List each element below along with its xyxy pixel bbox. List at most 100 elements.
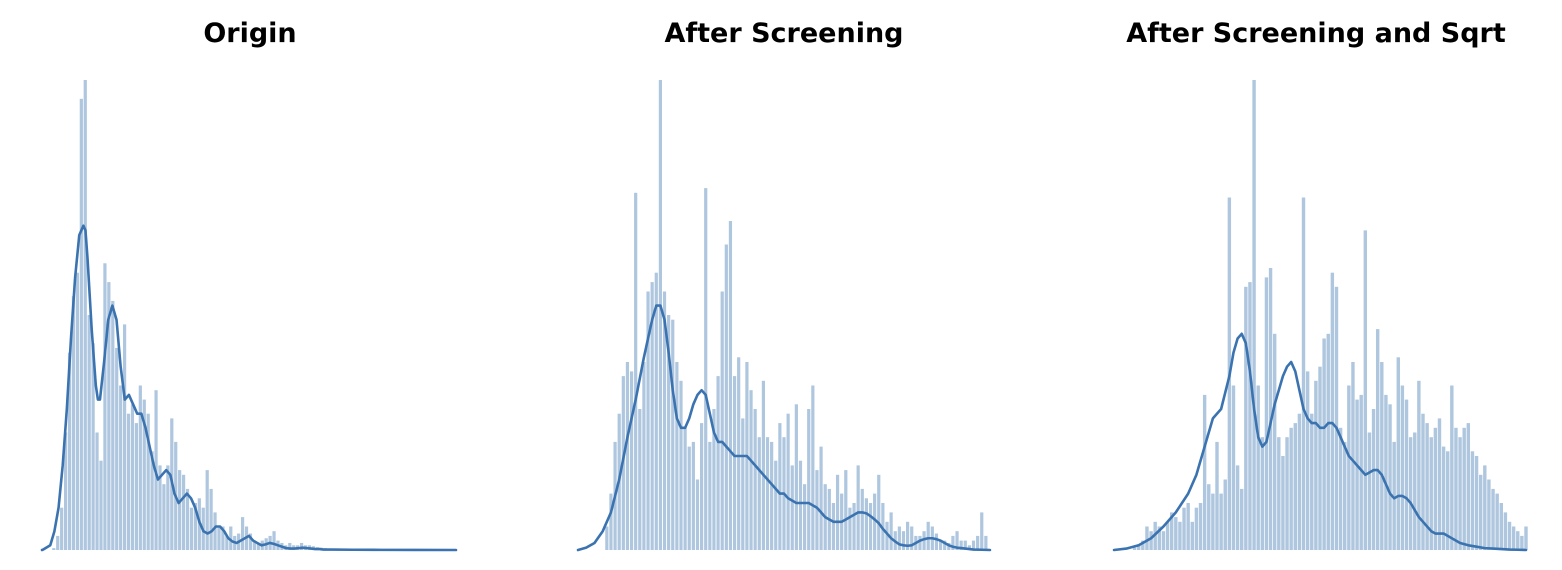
histogram-bar [712, 409, 716, 550]
histogram-bar [1264, 277, 1269, 550]
histogram-bar [272, 531, 276, 550]
histogram-bar [959, 540, 963, 550]
histogram-bar [1248, 282, 1252, 550]
histogram-bar [638, 409, 642, 550]
histogram-bar [819, 446, 823, 550]
histogram-bar [205, 470, 209, 550]
chart-title: After Screening [664, 18, 904, 49]
histogram-bar [803, 484, 807, 550]
histogram-bar [708, 441, 712, 550]
histogram-bar [158, 465, 162, 550]
histogram-bars [52, 80, 374, 551]
histogram-bar [229, 526, 233, 550]
histogram-bar [1355, 399, 1359, 550]
histogram-bar [1396, 357, 1400, 550]
histogram-bar [848, 507, 852, 550]
histogram-bar [1174, 517, 1178, 550]
histogram-bar [1338, 427, 1343, 550]
histogram-bar [1359, 394, 1363, 550]
histogram-bar [753, 409, 757, 550]
histogram-bar [650, 282, 654, 550]
histogram-bar [885, 521, 889, 550]
histogram-bar [1520, 535, 1524, 550]
histogram-bar [1470, 451, 1475, 550]
histogram-bar [679, 380, 683, 550]
histogram-plot [40, 80, 458, 552]
histogram-bar [852, 503, 856, 550]
histogram-bar [1437, 418, 1442, 550]
histogram-bar [757, 437, 761, 550]
histogram-bar [256, 542, 260, 550]
histogram-bar [138, 385, 142, 550]
histogram-bar [189, 507, 194, 550]
kde-line [1112, 332, 1528, 552]
histogram-bar [1524, 526, 1528, 550]
histogram-bar [938, 540, 943, 550]
histogram-bars [1132, 80, 1528, 550]
histogram-bar [1495, 493, 1499, 550]
histogram-bar [786, 413, 790, 550]
histogram-bar [1334, 286, 1339, 550]
histogram-bar [807, 409, 811, 550]
histogram-bar [1441, 446, 1446, 550]
histogram-bar [1511, 526, 1516, 550]
histogram-bar [1314, 380, 1318, 550]
histogram-bar [1244, 286, 1248, 550]
histogram-bar [1190, 521, 1194, 550]
histogram-bar [126, 413, 131, 550]
histogram-bar [1215, 441, 1219, 550]
histogram-bar [1186, 503, 1190, 550]
histogram-bar [943, 540, 947, 550]
histogram-bar [1211, 493, 1215, 550]
chart-panel-after-screening: After Screening [534, 0, 1034, 570]
histogram-bar [951, 535, 955, 550]
histogram-bar [99, 460, 103, 550]
histogram-bar [732, 376, 737, 550]
histogram-bar [1231, 385, 1236, 550]
histogram-bar [922, 531, 926, 550]
histogram-bar [860, 488, 864, 550]
histogram-bar [1491, 488, 1495, 550]
histogram-bar [209, 488, 213, 550]
histogram-bar [1198, 503, 1203, 550]
histogram-bar [749, 390, 753, 550]
histogram-bar [1182, 507, 1186, 550]
histogram-bar [770, 441, 774, 550]
histogram-bar [716, 376, 720, 550]
histogram-bar [811, 385, 815, 550]
histogram-bar [856, 465, 860, 550]
histogram-bar [1235, 465, 1240, 550]
histogram-bar [1289, 427, 1293, 550]
chart-panel-after-screening-and-sqrt: After Screening and Sqrt [1070, 0, 1562, 570]
histogram-bar [56, 535, 60, 550]
histogram-bar [901, 531, 906, 550]
histogram-bar [695, 479, 700, 550]
histogram-bar [252, 540, 256, 550]
histogram-bar [1330, 272, 1335, 550]
histogram-bar [1425, 423, 1429, 550]
histogram-bar [1178, 521, 1182, 550]
histogram-bar [111, 300, 115, 550]
histogram-bar [60, 507, 64, 550]
histogram-bar [662, 291, 667, 550]
histogram-bar [1363, 230, 1368, 550]
histogram-bar [83, 80, 87, 550]
histogram-bar [1429, 437, 1433, 550]
histogram-bar [877, 474, 881, 550]
histogram-bar [728, 221, 733, 550]
histogram-bar [1260, 437, 1265, 550]
histogram-bar [1281, 456, 1285, 550]
histogram-bar [976, 535, 980, 550]
histogram-bar [1375, 329, 1380, 550]
histogram-bar [1367, 432, 1372, 550]
histogram-bar [720, 291, 724, 550]
histogram-bar [67, 352, 72, 550]
histogram-bar [724, 244, 728, 550]
histogram-bar [1408, 437, 1413, 550]
histogram-bar [1458, 437, 1462, 550]
histogram-bar [687, 446, 691, 550]
histogram-bar [1272, 333, 1277, 550]
histogram-bar [221, 526, 225, 550]
histogram-bar [967, 545, 971, 550]
histogram-bar [134, 423, 138, 550]
